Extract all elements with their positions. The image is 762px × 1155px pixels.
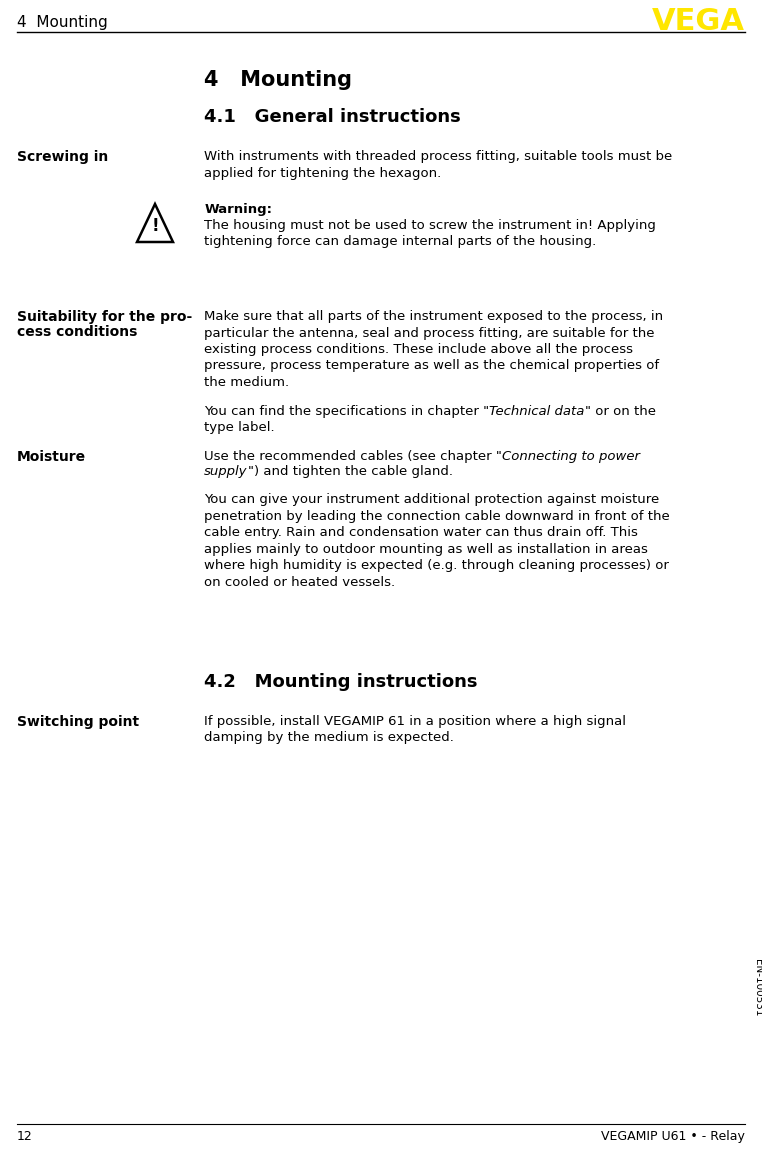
Text: If possible, install VEGAMIP 61 in a position where a high signal
damping by the: If possible, install VEGAMIP 61 in a pos…	[204, 715, 626, 745]
Text: Suitability for the pro-: Suitability for the pro-	[17, 310, 192, 325]
Text: cess conditions: cess conditions	[17, 325, 137, 340]
Text: Make sure that all parts of the instrument exposed to the process, in
particular: Make sure that all parts of the instrume…	[204, 310, 664, 389]
Text: The housing must not be used to screw the instrument in! Applying
tightening for: The housing must not be used to screw th…	[204, 219, 656, 248]
Text: You can find the specifications in chapter ": You can find the specifications in chapt…	[204, 405, 489, 418]
Text: EN-100531: EN-100531	[753, 959, 762, 1016]
Text: 4  Mounting: 4 Mounting	[17, 15, 107, 30]
Text: Screwing in: Screwing in	[17, 150, 108, 164]
Text: Moisture: Moisture	[17, 450, 86, 464]
Text: ") and tighten the cable gland.: ") and tighten the cable gland.	[248, 465, 453, 478]
Text: 4.1   General instructions: 4.1 General instructions	[204, 109, 461, 126]
Text: Use the recommended cables (see chapter ": Use the recommended cables (see chapter …	[204, 450, 502, 463]
Text: VEGAMIP U61 • - Relay: VEGAMIP U61 • - Relay	[601, 1130, 745, 1143]
Text: You can give your instrument additional protection against moisture
penetration : You can give your instrument additional …	[204, 493, 670, 589]
Text: type label.: type label.	[204, 420, 275, 433]
Text: !: !	[151, 217, 158, 234]
Text: With instruments with threaded process fitting, suitable tools must be
applied f: With instruments with threaded process f…	[204, 150, 673, 179]
Text: VEGA: VEGA	[652, 7, 745, 37]
Text: Technical data: Technical data	[489, 405, 584, 418]
Text: " or on the: " or on the	[584, 405, 656, 418]
Text: Connecting to power: Connecting to power	[502, 450, 640, 463]
Text: supply: supply	[204, 465, 248, 478]
Text: 4.2   Mounting instructions: 4.2 Mounting instructions	[204, 673, 478, 691]
Text: 4   Mounting: 4 Mounting	[204, 70, 352, 90]
Text: 12: 12	[17, 1130, 33, 1143]
Text: Warning:: Warning:	[204, 203, 272, 216]
Text: Switching point: Switching point	[17, 715, 139, 729]
